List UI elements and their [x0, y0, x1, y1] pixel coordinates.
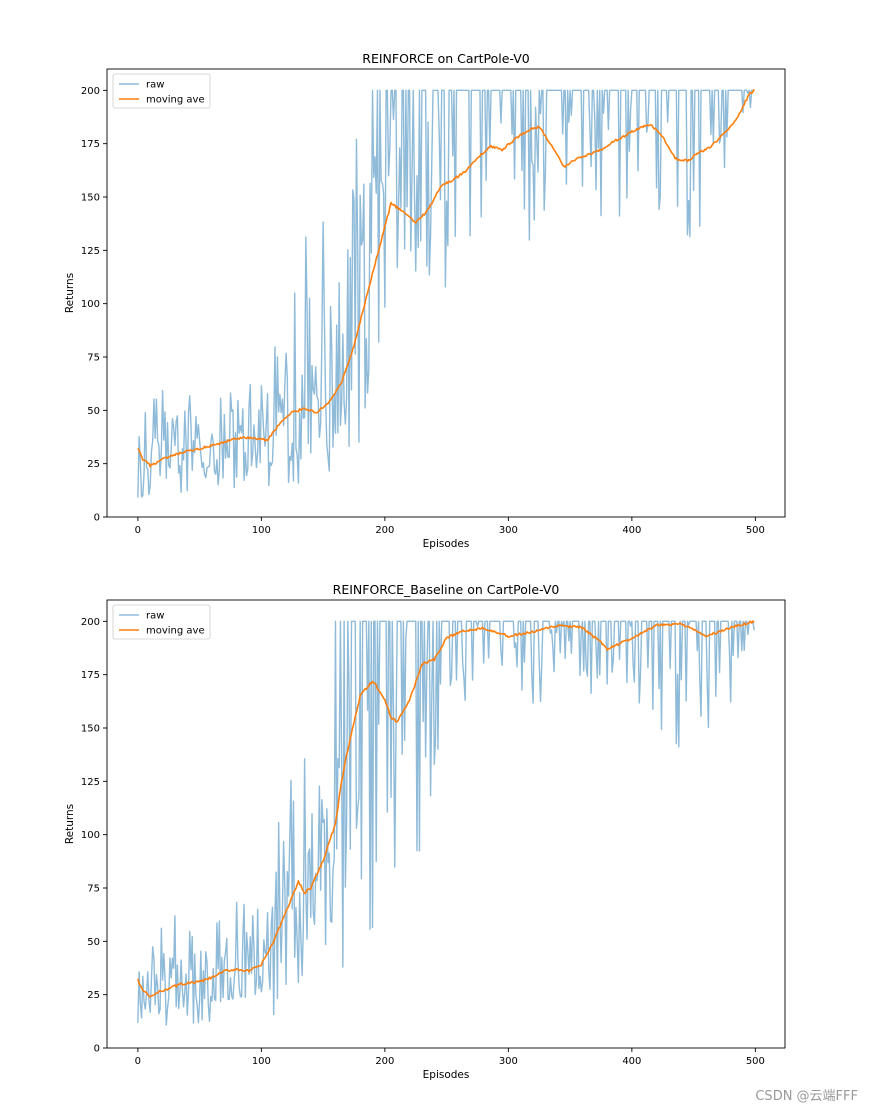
chart-title: REINFORCE_Baseline on CartPole-V0: [333, 582, 560, 597]
y-tick-label: 150: [81, 724, 100, 735]
y-tick-label: 175: [81, 670, 100, 681]
legend: raw moving ave: [112, 73, 211, 109]
x-tick-label: 500: [746, 1056, 765, 1067]
x-tick-label: 0: [135, 1056, 141, 1067]
y-tick-label: 150: [81, 193, 100, 204]
y-tick-label: 0: [94, 513, 100, 524]
y-tick-label: 100: [81, 299, 100, 310]
moving-ave-series-line: [137, 620, 755, 998]
legend-label: moving ave: [146, 95, 205, 106]
plot-frame: [106, 599, 786, 1049]
moving-ave-series-line: [137, 88, 755, 468]
legend-label: raw: [146, 611, 164, 622]
x-tick-label: 200: [375, 1056, 394, 1067]
chart-2: REINFORCE_Baseline on CartPole-V0 0 100 200…: [64, 582, 786, 1081]
raw-series-line: [137, 89, 755, 498]
x-tick-label: 400: [622, 525, 641, 536]
x-tick-label: 300: [499, 525, 518, 536]
y-tick-label: 25: [87, 459, 100, 470]
y-tick-label: 75: [87, 353, 100, 364]
x-tick-label: 0: [135, 525, 141, 536]
legend: raw moving ave: [112, 604, 211, 640]
y-tick-label: 100: [81, 830, 100, 841]
y-tick-label: 0: [94, 1044, 100, 1055]
x-tick-label: 100: [252, 1056, 271, 1067]
y-axis-label: Returns: [64, 273, 76, 313]
watermark: CSDN @云端FFF: [755, 1089, 858, 1104]
x-tick-label: 400: [622, 1056, 641, 1067]
x-axis-label: Episodes: [423, 538, 470, 550]
legend-label: moving ave: [146, 626, 205, 637]
y-tick-label: 50: [87, 406, 100, 417]
legend-label: raw: [146, 80, 164, 91]
raw-series-line: [137, 620, 755, 1026]
x-tick-label: 500: [746, 525, 765, 536]
x-tick-label: 100: [252, 525, 271, 536]
y-tick-label: 125: [81, 777, 100, 788]
x-tick-label: 200: [375, 525, 394, 536]
x-axis-label: Episodes: [423, 1069, 470, 1081]
x-tick-label: 300: [499, 1056, 518, 1067]
y-tick-label: 50: [87, 937, 100, 948]
y-axis-label: Returns: [64, 804, 76, 844]
y-tick-label: 25: [87, 990, 100, 1001]
y-tick-label: 175: [81, 139, 100, 150]
chart-title: REINFORCE on CartPole-V0: [362, 51, 530, 66]
y-tick-label: 125: [81, 246, 100, 257]
y-tick-label: 200: [81, 617, 100, 628]
chart-1: REINFORCE on CartPole-V00 100 200 300 400 500…: [64, 51, 786, 550]
y-tick-label: 200: [81, 86, 100, 97]
plot-frame: [106, 68, 786, 518]
y-tick-label: 75: [87, 884, 100, 895]
